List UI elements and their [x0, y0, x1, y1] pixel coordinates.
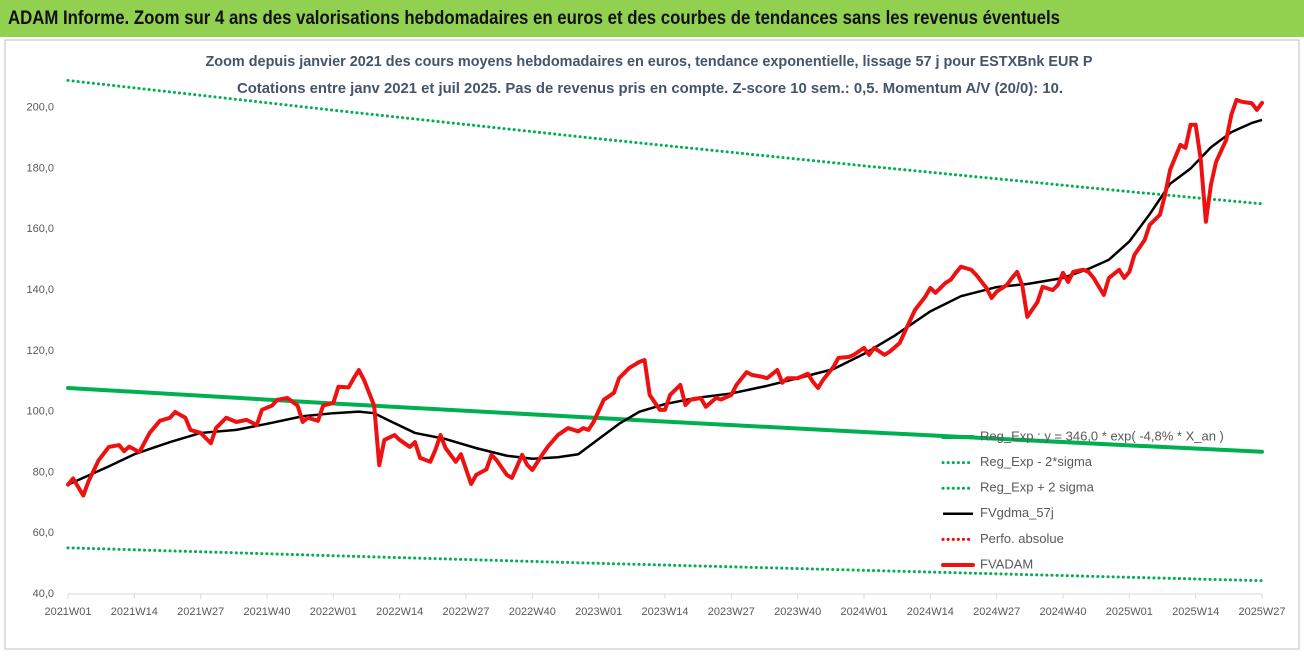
- series-line: [66, 546, 1264, 583]
- y-tick-label: 100,0: [26, 406, 54, 418]
- x-tick-label: 2024W27: [973, 606, 1020, 618]
- plot-area: 40,0 60,0 80,0 100,0 120,0 140,0 160,0 180,0 200…: [26, 78, 1286, 618]
- chart-title: Zoom depuis janvier 2021 des cours moyen…: [206, 53, 1093, 70]
- y-tick-label: 40,0: [33, 588, 54, 600]
- x-tick-label: 2023W27: [708, 606, 755, 618]
- x-tick-label: 2022W14: [376, 606, 423, 618]
- legend-label: Reg_Exp + 2 sigma: [980, 480, 1095, 495]
- x-tick-label: 2021W40: [243, 606, 290, 618]
- x-tick-label: 2024W40: [1039, 606, 1086, 618]
- x-tick-label: 2022W27: [442, 606, 489, 618]
- y-tick-label: 60,0: [33, 527, 54, 539]
- y-tick-label: 160,0: [26, 223, 54, 235]
- x-tick-label: 2025W27: [1238, 606, 1285, 618]
- legend-label: FVgdma_57j: [980, 505, 1054, 520]
- x-tick-label: 2021W14: [111, 606, 158, 618]
- x-tick-label: 2024W14: [907, 606, 954, 618]
- x-tick-label: 2022W40: [509, 606, 556, 618]
- chart-frame: [4, 39, 1300, 650]
- legend-label: Perfo. absolue: [980, 531, 1064, 546]
- x-tick-label: 2025W14: [1172, 606, 1219, 618]
- legend: Reg_Exp : y = 346,0 * exp( -4,8% * X_an …: [941, 428, 1224, 571]
- x-tick-label: 2021W01: [44, 606, 91, 618]
- header-bar: [0, 0, 1304, 37]
- chart-subtitle: Cotations entre janv 2021 et juil 2025. …: [237, 80, 1063, 97]
- legend-label: Reg_Exp : y = 346,0 * exp( -4,8% * X_an …: [980, 428, 1224, 443]
- series-line: [66, 78, 1264, 206]
- x-tick-label: 2023W40: [774, 606, 821, 618]
- x-tick-label: 2023W01: [575, 606, 622, 618]
- series-line: [66, 97, 1264, 498]
- y-tick-label: 120,0: [26, 345, 54, 357]
- x-tick-label: 2023W14: [641, 606, 688, 618]
- y-tick-label: 180,0: [26, 162, 54, 174]
- y-tick-label: 200,0: [26, 102, 54, 114]
- y-tick-label: 140,0: [26, 284, 54, 296]
- x-tick-label: 2022W01: [310, 606, 357, 618]
- header-title: ADAM Informe. Zoom sur 4 ans des valoris…: [8, 8, 1060, 29]
- x-tick-label: 2024W01: [840, 606, 887, 618]
- legend-label: FVADAM: [980, 556, 1033, 571]
- y-tick-label: 80,0: [33, 466, 54, 478]
- x-tick-label: 2021W27: [177, 606, 224, 618]
- legend-label: Reg_Exp - 2*sigma: [980, 454, 1093, 469]
- x-tick-label: 2025W01: [1106, 606, 1153, 618]
